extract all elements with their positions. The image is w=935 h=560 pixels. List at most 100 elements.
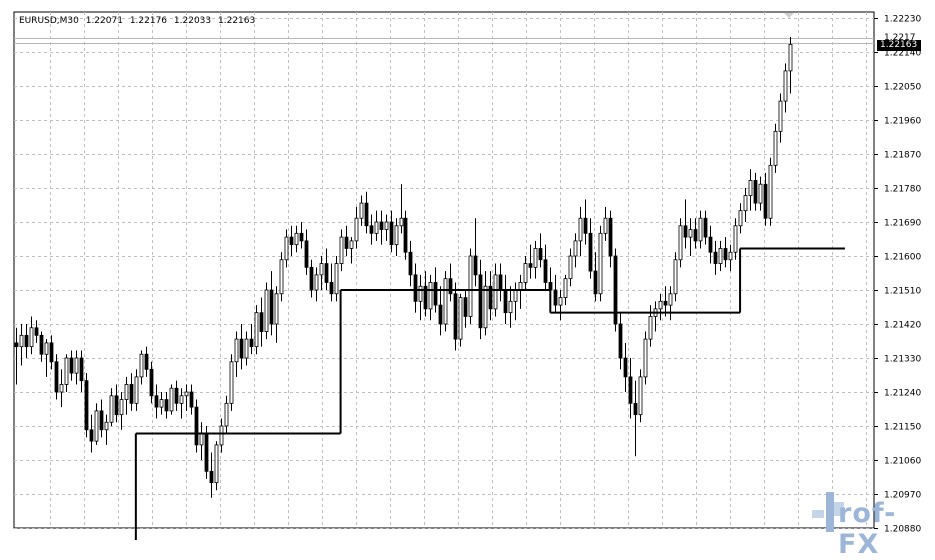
candle-body xyxy=(503,289,508,314)
candle-body xyxy=(543,259,548,283)
candle xyxy=(418,274,423,321)
candle-body xyxy=(418,285,423,302)
candle-body xyxy=(259,312,264,332)
candle-body xyxy=(179,395,184,404)
candle-body xyxy=(384,221,389,230)
chart-info-line: EURUSD,M30 1.22071 1.22176 1.22033 1.221… xyxy=(19,16,259,26)
candle-body xyxy=(154,395,159,408)
candle-body xyxy=(603,217,608,234)
candle-body xyxy=(214,444,219,484)
candle xyxy=(369,214,374,245)
candle-body xyxy=(723,248,728,261)
candle-body xyxy=(708,236,713,253)
ohlc-open: 1.22071 xyxy=(85,16,123,26)
candle xyxy=(94,403,99,445)
candle-body xyxy=(523,263,528,283)
candle-body xyxy=(94,410,99,442)
candle-body xyxy=(593,270,598,295)
candle-body xyxy=(249,338,254,348)
candle-body xyxy=(234,338,239,363)
candle xyxy=(763,172,768,226)
candle xyxy=(399,184,404,234)
candle-body xyxy=(329,282,334,295)
candle-body xyxy=(428,282,433,310)
candle xyxy=(144,346,149,377)
candle-body xyxy=(583,217,588,234)
candle xyxy=(324,248,329,290)
candle-body xyxy=(224,402,229,427)
candle xyxy=(558,290,563,321)
candle-body xyxy=(114,395,119,416)
candle xyxy=(224,395,229,434)
candle xyxy=(379,210,384,245)
candle xyxy=(84,373,89,438)
candle-body xyxy=(573,240,578,257)
candle-body xyxy=(39,334,44,355)
candle xyxy=(69,350,74,381)
candle-body xyxy=(64,357,69,385)
candle xyxy=(219,418,224,453)
candle-body xyxy=(279,259,284,295)
candle xyxy=(668,286,673,321)
candle-body xyxy=(159,399,164,408)
candle xyxy=(678,218,683,268)
candle xyxy=(718,240,723,272)
candle-body xyxy=(423,285,428,310)
candle-body xyxy=(413,274,418,302)
candle xyxy=(254,305,259,355)
candle xyxy=(389,210,394,253)
y-tick-label: 1.21150 xyxy=(884,423,921,433)
candle-body xyxy=(598,232,603,295)
candle xyxy=(428,274,433,321)
candle xyxy=(683,199,688,249)
candle-body xyxy=(688,229,693,238)
candle xyxy=(384,214,389,241)
candle xyxy=(658,293,663,321)
candle xyxy=(239,324,244,370)
y-tick-label: 1.21690 xyxy=(884,219,921,229)
candle-body xyxy=(693,229,698,242)
ohlc-close: 1.22163 xyxy=(218,16,256,26)
candle-body xyxy=(369,225,374,234)
candle xyxy=(269,271,274,336)
candle xyxy=(114,384,119,423)
candle-body xyxy=(339,236,344,264)
candle-body xyxy=(788,44,793,72)
candle xyxy=(44,339,49,377)
candle-body xyxy=(733,225,738,253)
plot-frame xyxy=(13,11,875,529)
candle-body xyxy=(703,217,708,238)
price-chart[interactable]: 1.22230 1.22140 1.22050 1.21960 1.21870 1.217… xyxy=(0,0,935,540)
candle-body xyxy=(468,255,473,317)
candle xyxy=(403,210,408,260)
candle-body xyxy=(633,402,638,416)
candle-body xyxy=(264,289,269,332)
ohlc-high: 1.22176 xyxy=(129,16,168,26)
candle xyxy=(304,229,309,275)
candle xyxy=(738,203,743,234)
y-tick-label: 1.21330 xyxy=(884,355,921,365)
candle xyxy=(124,376,129,415)
candle xyxy=(603,206,608,241)
candle-body xyxy=(209,470,214,484)
candle-body xyxy=(139,353,144,378)
candle xyxy=(663,286,668,317)
candle xyxy=(573,233,578,268)
candle xyxy=(234,331,239,377)
candle-body xyxy=(728,251,733,261)
candle xyxy=(49,335,54,370)
candle-body xyxy=(169,387,174,412)
candle-body xyxy=(144,353,149,370)
candle xyxy=(59,369,64,408)
candle xyxy=(638,369,643,423)
candle-body xyxy=(618,323,623,359)
candle xyxy=(623,342,628,392)
y-tick-label: 1.21060 xyxy=(884,457,921,467)
candle xyxy=(139,350,144,385)
candle-body xyxy=(29,327,34,348)
candle-body xyxy=(758,183,763,204)
candle xyxy=(473,218,478,287)
candle-body xyxy=(608,217,613,257)
candle-body xyxy=(768,164,773,219)
